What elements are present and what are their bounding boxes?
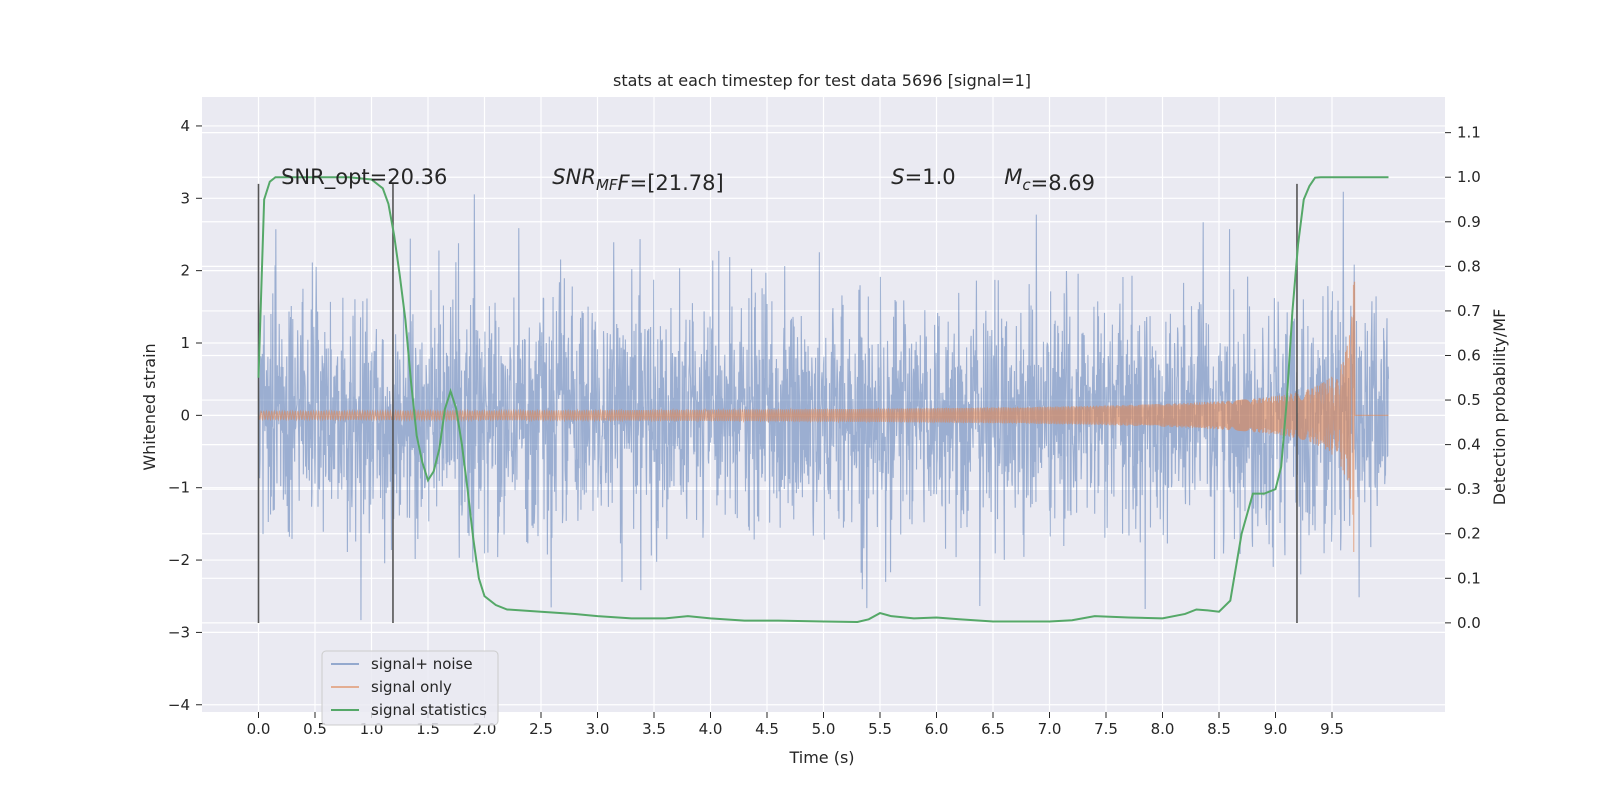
y-right-tick-label: 0.0: [1457, 614, 1481, 632]
y-right-tick-label: 0.9: [1457, 213, 1481, 231]
legend: signal+ noise signal only signal statist…: [321, 650, 499, 726]
annotation: Mc=8.69: [1004, 165, 1095, 195]
x-tick-label: 7.0: [1038, 720, 1062, 738]
y-left-tick-label: −1: [168, 479, 190, 497]
signal-only-line: [257, 281, 1389, 553]
series-signal-only: [257, 281, 1389, 553]
y-right-tick-label: 0.5: [1457, 391, 1481, 409]
x-axis-label: Time (s): [788, 748, 854, 767]
axis-ticks: 0.0 0.5 1.0 1.5 2.0 2.5 3.0 3.5 4.0 4.5 5.0 5.5 6.0 6…: [168, 117, 1481, 738]
y-right-tick-label: 0.8: [1457, 257, 1481, 275]
chart-title: stats at each timestep for test data 569…: [613, 71, 1031, 90]
x-tick-label: 6.0: [925, 720, 949, 738]
x-tick-label: 5.5: [868, 720, 892, 738]
legend-label-signal-only: signal only: [371, 678, 452, 696]
y-right-tick-label: 0.6: [1457, 346, 1481, 364]
y-left-tick-label: 2: [180, 262, 190, 280]
annotation: SNR_opt=20.36: [281, 165, 447, 190]
y-left-tick-label: 0: [180, 406, 190, 424]
y-right-tick-label: 0.1: [1457, 569, 1481, 587]
y-left-tick-label: 3: [180, 189, 190, 207]
x-tick-label: 4.5: [755, 720, 779, 738]
y-right-tick-label: 0.4: [1457, 436, 1481, 454]
y-left-tick-label: 1: [180, 334, 190, 352]
y-axis-left-label: Whitened strain: [140, 343, 159, 470]
x-tick-label: 6.5: [981, 720, 1005, 738]
x-tick-label: 3.0: [586, 720, 610, 738]
x-tick-label: 8.0: [1151, 720, 1175, 738]
x-tick-label: 9.5: [1320, 720, 1344, 738]
signal-noise-line: [257, 191, 1390, 621]
y-right-tick-label: 0.7: [1457, 302, 1481, 320]
x-tick-label: 0.5: [303, 720, 327, 738]
y-axis-right-label: Detection probability/MF: [1490, 309, 1509, 506]
x-tick-label: 8.5: [1207, 720, 1231, 738]
legend-box: [321, 650, 499, 726]
signal-statistics-line: [257, 176, 1389, 623]
series-signal-noise: [257, 191, 1390, 621]
annotation: SNRMFF=[21.78]: [552, 165, 723, 195]
y-left-tick-label: −4: [168, 696, 190, 714]
series-signal-statistics: [257, 176, 1389, 623]
x-tick-label: 5.0: [812, 720, 836, 738]
y-right-tick-label: 0.2: [1457, 525, 1481, 543]
annotation: S=1.0: [891, 165, 955, 189]
x-tick-label: 3.5: [642, 720, 666, 738]
x-tick-label: 2.5: [529, 720, 553, 738]
x-tick-label: 9.0: [1264, 720, 1288, 738]
y-right-tick-label: 0.3: [1457, 480, 1481, 498]
x-tick-label: 0.0: [247, 720, 271, 738]
annotations: SNR_opt=20.36 SNRMFF=[21.78] S=1.0 Mc=8.69: [281, 165, 1095, 195]
y-right-tick-label: 1.1: [1457, 124, 1481, 142]
y-left-tick-label: −3: [168, 623, 190, 641]
x-tick-label: 7.5: [1094, 720, 1118, 738]
y-left-tick-label: 4: [180, 117, 190, 135]
y-right-tick-label: 1.0: [1457, 168, 1481, 186]
legend-label-signal-statistics: signal statistics: [371, 701, 487, 719]
legend-label-signal-noise: signal+ noise: [371, 655, 473, 673]
x-tick-label: 4.0: [699, 720, 723, 738]
y-left-tick-label: −2: [168, 551, 190, 569]
